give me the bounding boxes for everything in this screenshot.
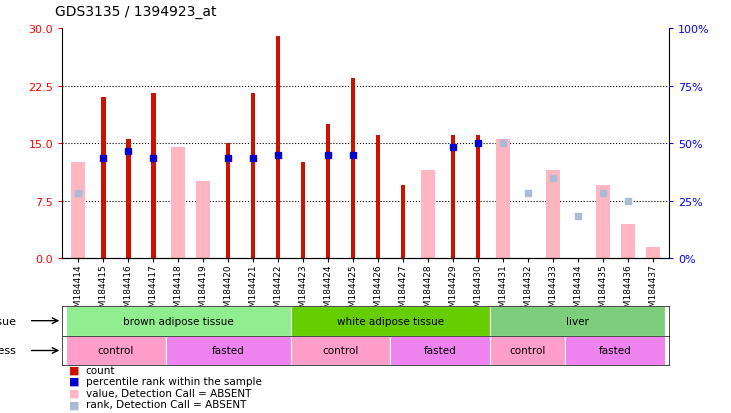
Text: percentile rank within the sample: percentile rank within the sample bbox=[86, 376, 262, 386]
Bar bbox=[251, 94, 255, 259]
Text: rank, Detection Call = ABSENT: rank, Detection Call = ABSENT bbox=[86, 399, 246, 409]
Bar bbox=[171, 147, 185, 259]
Bar bbox=[197, 182, 210, 259]
Text: control: control bbox=[98, 346, 134, 356]
Bar bbox=[421, 171, 435, 259]
Text: count: count bbox=[86, 365, 115, 375]
Bar bbox=[645, 247, 659, 259]
Text: ■: ■ bbox=[69, 388, 80, 398]
Bar bbox=[276, 37, 281, 259]
Bar bbox=[101, 98, 105, 259]
Bar bbox=[491, 306, 665, 336]
Bar bbox=[166, 336, 291, 366]
Text: fasted: fasted bbox=[212, 346, 245, 356]
Bar bbox=[376, 136, 380, 259]
Bar bbox=[66, 306, 291, 336]
Bar bbox=[565, 336, 665, 366]
Bar bbox=[66, 336, 166, 366]
Bar bbox=[450, 136, 455, 259]
Bar bbox=[401, 186, 405, 259]
Text: tissue: tissue bbox=[0, 316, 17, 326]
Bar bbox=[621, 224, 635, 259]
Text: stress: stress bbox=[0, 346, 17, 356]
Text: ■: ■ bbox=[69, 399, 80, 409]
Text: fasted: fasted bbox=[424, 346, 457, 356]
Text: white adipose tissue: white adipose tissue bbox=[337, 316, 444, 326]
Text: value, Detection Call = ABSENT: value, Detection Call = ABSENT bbox=[86, 388, 251, 398]
Bar bbox=[546, 171, 560, 259]
Text: ■: ■ bbox=[69, 365, 80, 375]
Bar bbox=[596, 186, 610, 259]
Bar bbox=[496, 140, 510, 259]
Bar bbox=[491, 336, 565, 366]
Bar bbox=[226, 144, 230, 259]
Bar bbox=[151, 94, 156, 259]
Text: liver: liver bbox=[567, 316, 589, 326]
Bar bbox=[291, 336, 390, 366]
Bar bbox=[476, 136, 480, 259]
Bar bbox=[72, 163, 86, 259]
Bar bbox=[291, 306, 491, 336]
Text: control: control bbox=[322, 346, 359, 356]
Bar bbox=[126, 140, 131, 259]
Bar bbox=[351, 78, 355, 259]
Text: ■: ■ bbox=[69, 376, 80, 386]
Text: brown adipose tissue: brown adipose tissue bbox=[123, 316, 234, 326]
Text: fasted: fasted bbox=[599, 346, 632, 356]
Bar bbox=[301, 163, 306, 259]
Bar bbox=[390, 336, 491, 366]
Text: GDS3135 / 1394923_at: GDS3135 / 1394923_at bbox=[55, 5, 216, 19]
Bar bbox=[326, 125, 330, 259]
Text: control: control bbox=[510, 346, 546, 356]
